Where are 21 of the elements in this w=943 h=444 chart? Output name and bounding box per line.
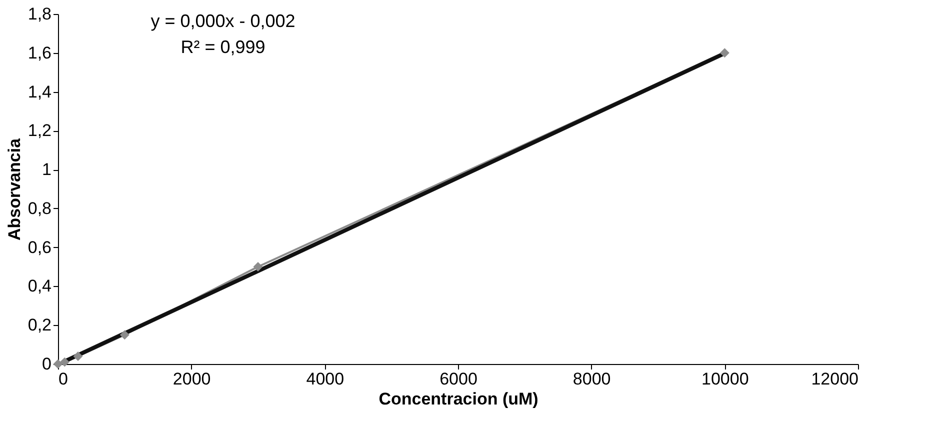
- y-tick-label: 1,8: [28, 4, 52, 24]
- y-tick-label: 1,4: [28, 82, 52, 102]
- y-tick-label: 0,4: [28, 276, 52, 296]
- annotation: y = 0,000x - 0,002: [150, 11, 296, 31]
- x-tick-label: 4000: [306, 370, 344, 388]
- y-tick-label: 0,6: [28, 238, 52, 257]
- x-tick-label: 2000: [172, 370, 211, 388]
- y-tick-label: 0,8: [28, 198, 52, 218]
- x-tick-label: 0: [58, 370, 68, 388]
- y-tick-label: 0,2: [28, 316, 52, 335]
- annotation: R² = 0,999: [180, 37, 266, 57]
- y-tick-label: 1: [42, 160, 52, 180]
- y-axis-title: Absorvancia: [4, 138, 24, 241]
- x-tick-label: 10000: [702, 370, 749, 388]
- y-tick-label: 0: [42, 354, 52, 374]
- x-tick-label: 12000: [811, 370, 858, 388]
- y-tick-label: 1,6: [28, 43, 52, 62]
- y-tick-label: 1,2: [28, 121, 52, 140]
- x-tick-label: 8000: [572, 370, 611, 388]
- x-tick-label: 6000: [440, 370, 478, 388]
- x-axis-title: Concentracion (uM): [378, 390, 538, 408]
